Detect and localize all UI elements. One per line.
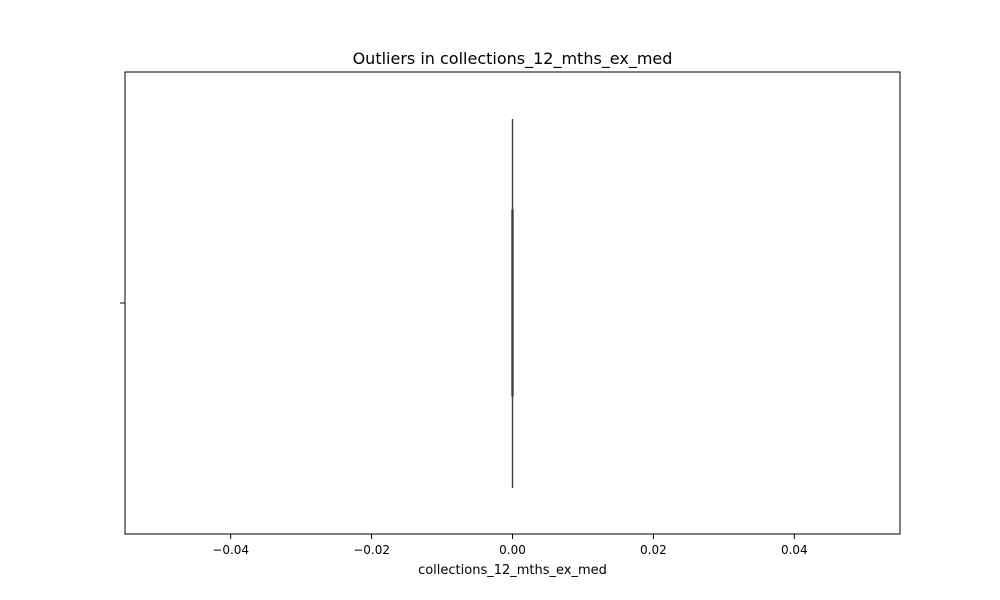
x-tick-label: 0.04 (781, 543, 808, 557)
x-tick-label: −0.04 (212, 543, 249, 557)
x-tick-label: 0.00 (499, 543, 526, 557)
x-tick-label: 0.02 (640, 543, 667, 557)
x-axis-label: collections_12_mths_ex_med (418, 563, 607, 578)
chart-title: Outliers in collections_12_mths_ex_med (353, 49, 673, 69)
x-tick-label: −0.02 (353, 543, 390, 557)
box-layer (511, 119, 514, 488)
x-axis-ticks: −0.04 −0.02 0.00 0.02 0.04 (212, 534, 808, 557)
